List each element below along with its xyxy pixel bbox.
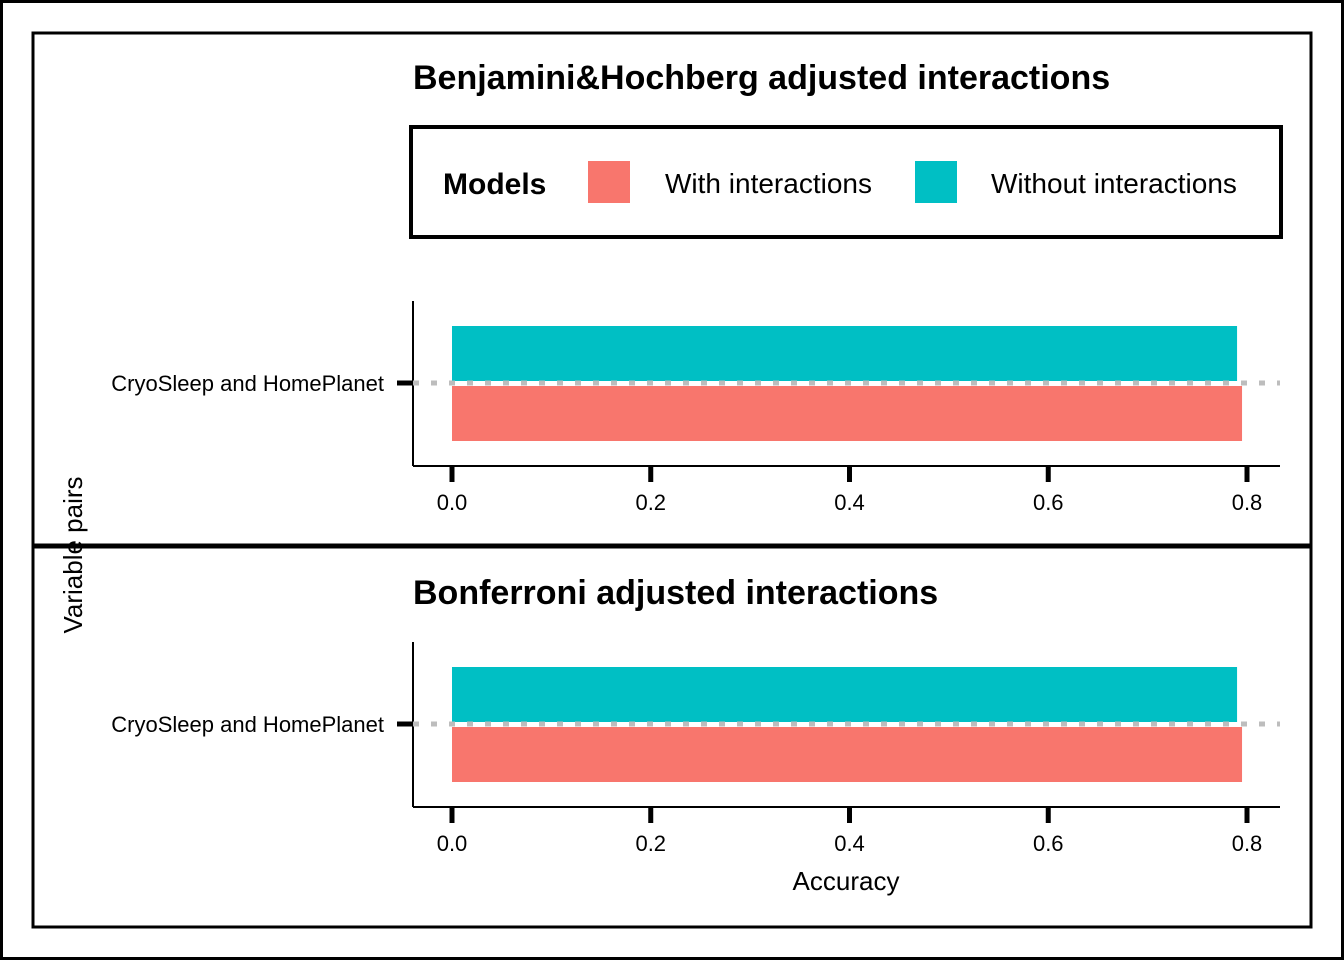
- category-label: CryoSleep and HomePlanet: [111, 371, 384, 396]
- x-tick-label: 0.6: [1033, 831, 1064, 856]
- category-label: CryoSleep and HomePlanet: [111, 712, 384, 737]
- panel-title: Bonferroni adjusted interactions: [413, 574, 938, 612]
- bar-with-interactions: [452, 727, 1243, 782]
- legend-swatch-without: [915, 161, 957, 203]
- x-tick-label: 0.2: [635, 831, 666, 856]
- x-tick-label: 0.8: [1232, 831, 1263, 856]
- x-tick-label: 0.0: [437, 490, 468, 515]
- bar-with-interactions: [452, 386, 1243, 441]
- legend-title: Models: [443, 168, 546, 201]
- legend: Models With interactions Without interac…: [409, 125, 1283, 239]
- bar-without-interactions: [452, 326, 1238, 381]
- panel-benjamini-hochberg: Benjamini&Hochberg adjusted interactions…: [111, 59, 1280, 515]
- inner-border: [31, 31, 1313, 929]
- y-axis-title: Variable pairs: [58, 476, 88, 633]
- x-axis-title: Accuracy: [793, 866, 900, 896]
- x-tick-label: 0.4: [834, 490, 865, 515]
- bar-without-interactions: [452, 667, 1238, 722]
- legend-label-without: Without interactions: [991, 168, 1237, 199]
- x-tick-label: 0.8: [1232, 490, 1263, 515]
- panel-title: Benjamini&Hochberg adjusted interactions: [413, 59, 1110, 97]
- x-tick-label: 0.4: [834, 831, 865, 856]
- x-tick-label: 0.2: [635, 490, 666, 515]
- legend-label-with: With interactions: [665, 168, 872, 199]
- x-tick-label: 0.0: [437, 831, 468, 856]
- legend-swatch-with: [588, 161, 630, 203]
- panel-bonferroni: Bonferroni adjusted interactions CryoSle…: [111, 574, 1280, 856]
- legend-box: [409, 125, 1283, 239]
- x-tick-label: 0.6: [1033, 490, 1064, 515]
